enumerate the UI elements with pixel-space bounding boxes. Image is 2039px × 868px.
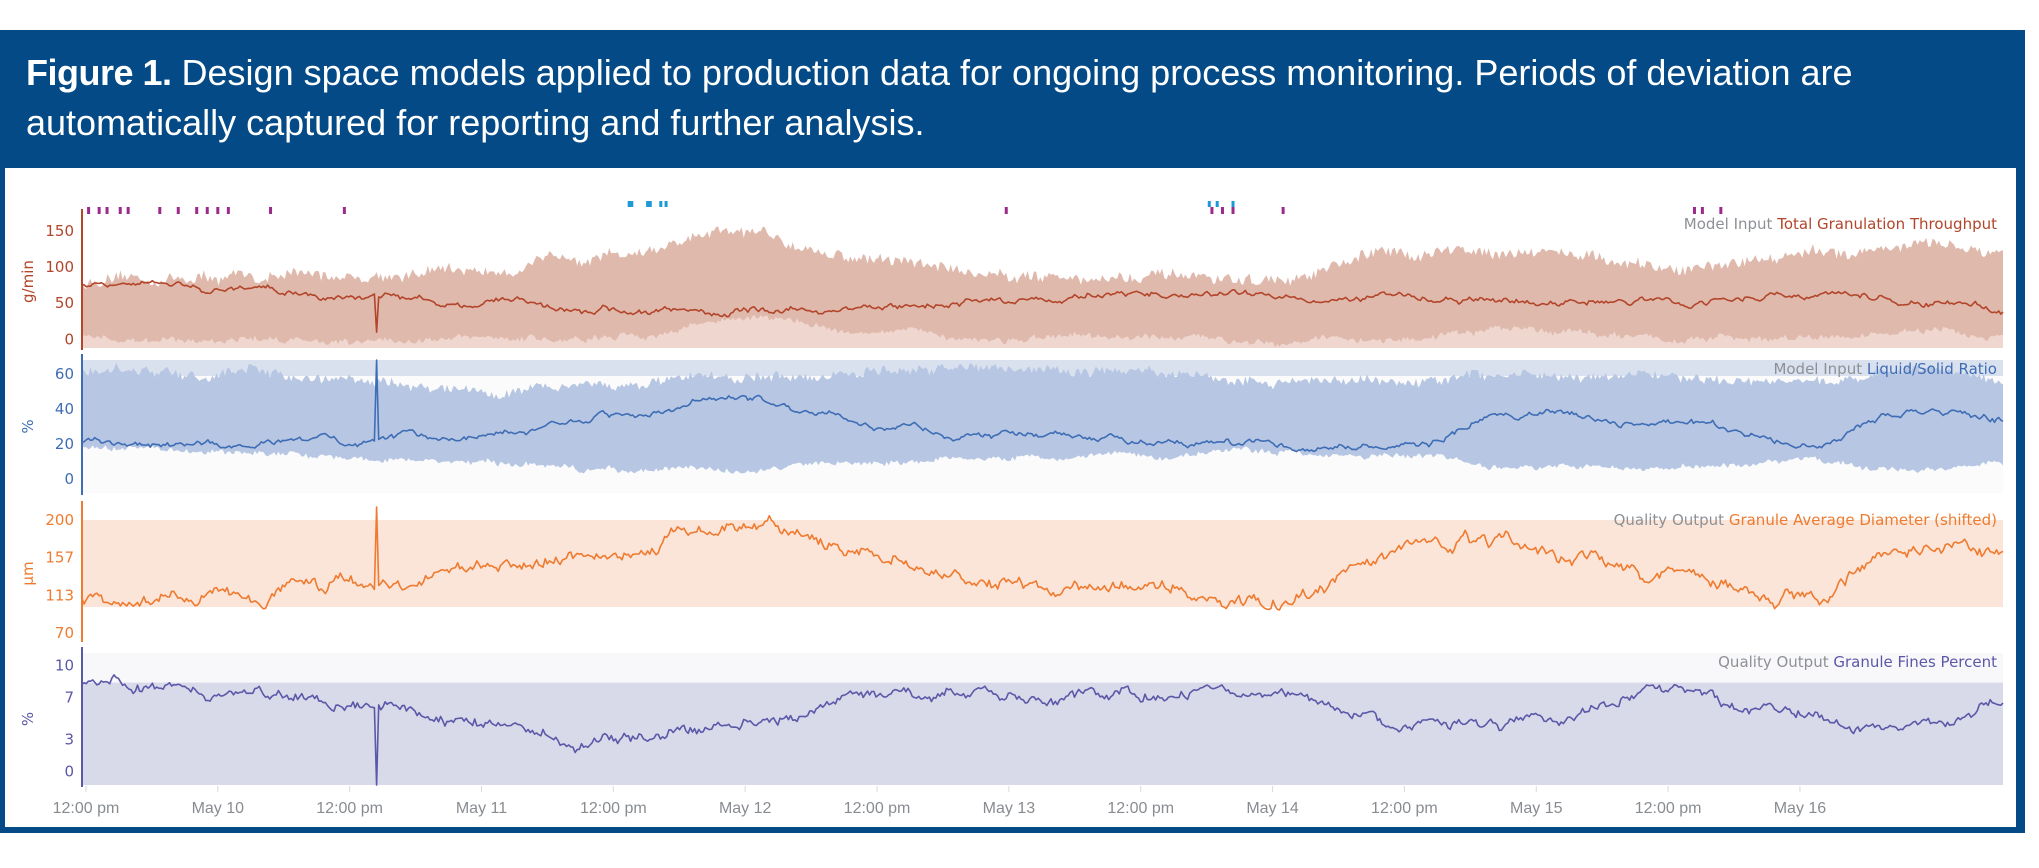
legend-series-name: Granule Average Diameter (shifted) [1729, 511, 1997, 529]
x-tick-label: May 14 [1246, 800, 1299, 817]
legend-series-name: Granule Fines Percent [1833, 653, 1997, 671]
deviation-marker-purple [216, 207, 220, 214]
x-tick-label: May 11 [456, 800, 507, 817]
deviation-marker-blue [1207, 201, 1211, 207]
y-tick-label: 0 [64, 762, 74, 780]
deviation-marker-blue [630, 201, 634, 207]
deviation-marker-purple [97, 207, 101, 214]
x-tick-label: May 12 [719, 800, 772, 817]
legend-label: Model Input Liquid/Solid Ratio [1773, 360, 1997, 378]
panel-liquid_solid_ratio: 0 20 40 60% Model Input Liquid/Solid Ratio [19, 354, 2004, 495]
legend-prefix: Quality Output [1718, 653, 1833, 671]
deviation-marker-blue [659, 201, 663, 207]
deviation-marker-purple [1004, 207, 1008, 214]
deviation-marker-purple [118, 207, 122, 214]
deviation-marker-blue [627, 201, 631, 207]
y-axis-title: % [19, 712, 37, 726]
y-tick-label: 113 [45, 587, 74, 605]
series-line-granule_diameter [81, 506, 2004, 611]
deviation-marker-blue [1215, 201, 1219, 207]
legend-prefix: Model Input [1684, 215, 1777, 233]
y-tick-label: 200 [45, 511, 74, 529]
deviation-marker-purple [269, 207, 273, 214]
deviation-marker-blue [646, 201, 650, 207]
deviation-marker-purple [342, 207, 346, 214]
legend-label: Model Input Total Granulation Throughput [1684, 215, 1997, 233]
deviation-marker-blue [1231, 201, 1235, 207]
legend-prefix: Model Input [1773, 360, 1866, 378]
deviation-marker-purple [1700, 207, 1704, 214]
deviation-marker-purple [1719, 207, 1723, 214]
y-tick-label: 157 [45, 548, 74, 566]
deviation-marker-purple [126, 207, 130, 214]
deviation-marker-blue [648, 201, 652, 207]
y-tick-label: 3 [64, 731, 74, 749]
deviation-marker-purple [158, 207, 162, 214]
deviation-marker-purple [1692, 207, 1696, 214]
lower-band-area [82, 314, 2003, 348]
y-tick-label: 10 [55, 657, 74, 675]
x-tick-label: May 10 [192, 800, 245, 817]
design-space-band [82, 520, 2003, 607]
figure-caption-text: Design space models applied to productio… [26, 52, 1853, 143]
y-tick-label: 50 [55, 294, 74, 312]
deviation-marker-purple [1220, 207, 1224, 214]
x-tick-label: 12:00 pm [1107, 800, 1174, 817]
design-space-band [82, 362, 2003, 474]
y-tick-label: 0 [64, 470, 74, 488]
y-axis-title: μm [19, 561, 37, 585]
chart-panel: 0 50 100 150 g/min Model Input Total Granulat… [5, 168, 2016, 827]
x-tick-label: 12:00 pm [53, 800, 120, 817]
y-tick-label: 70 [55, 624, 74, 642]
series-line-liquid_solid_ratio [81, 359, 2004, 453]
design-space-band [82, 226, 2003, 348]
y-tick-label: 0 [64, 330, 74, 348]
x-tick-label: 12:00 pm [580, 800, 647, 817]
deviation-marker-purple [176, 207, 180, 214]
legend-label: Quality Output Granule Fines Percent [1718, 653, 1997, 671]
y-tick-label: 7 [64, 688, 74, 706]
x-tick-label: 12:00 pm [1635, 800, 1702, 817]
y-tick-label: 150 [45, 222, 74, 240]
x-tick-label: 12:00 pm [1371, 800, 1438, 817]
design-space-band [82, 682, 2003, 785]
figure-caption: Figure 1. Design space models applied to… [26, 48, 1986, 148]
y-axis-title: g/min [19, 260, 37, 303]
deviation-marker-purple [87, 207, 91, 214]
y-tick-label: 40 [55, 400, 74, 418]
deviation-marker-purple [105, 207, 109, 214]
deviation-marker-purple [1281, 207, 1285, 214]
deviation-marker-purple [205, 207, 209, 214]
y-tick-label: 60 [55, 365, 74, 383]
figure-label: Figure 1. [26, 52, 172, 93]
x-tick-label: 12:00 pm [844, 800, 911, 817]
legend-label: Quality Output Granule Average Diameter … [1614, 511, 1997, 529]
series-line-granule_fines [81, 674, 2004, 786]
series-line-throughput [81, 279, 2004, 333]
panel-throughput: 0 50 100 150 g/min Model Input Total Granulat… [19, 209, 2004, 350]
panel-granule_diameter: 70 113 157 200 μm Quality Output Granule Aver… [19, 501, 2004, 642]
panel-granule_fines: 0 3 7 10% Quality Output Granule Fines Perce… [19, 647, 2004, 787]
deviation-marker-purple [226, 207, 230, 214]
deviation-marker-blue [664, 201, 668, 207]
y-axis-title: % [19, 419, 37, 433]
x-tick-label: 12:00 pm [316, 800, 383, 817]
legend-series-name: Total Granulation Throughput [1776, 215, 1997, 233]
y-tick-label: 20 [55, 435, 74, 453]
legend-series-name: Liquid/Solid Ratio [1867, 360, 1997, 378]
y-tick-label: 100 [45, 258, 74, 276]
x-tick-label: May 15 [1510, 800, 1563, 817]
deviation-marker-purple [1210, 207, 1214, 214]
deviation-marker-purple [1231, 207, 1235, 214]
x-tick-label: May 16 [1774, 800, 1827, 817]
deviation-marker-purple [195, 207, 199, 214]
legend-prefix: Quality Output [1614, 511, 1729, 529]
x-tick-label: May 13 [983, 800, 1036, 817]
